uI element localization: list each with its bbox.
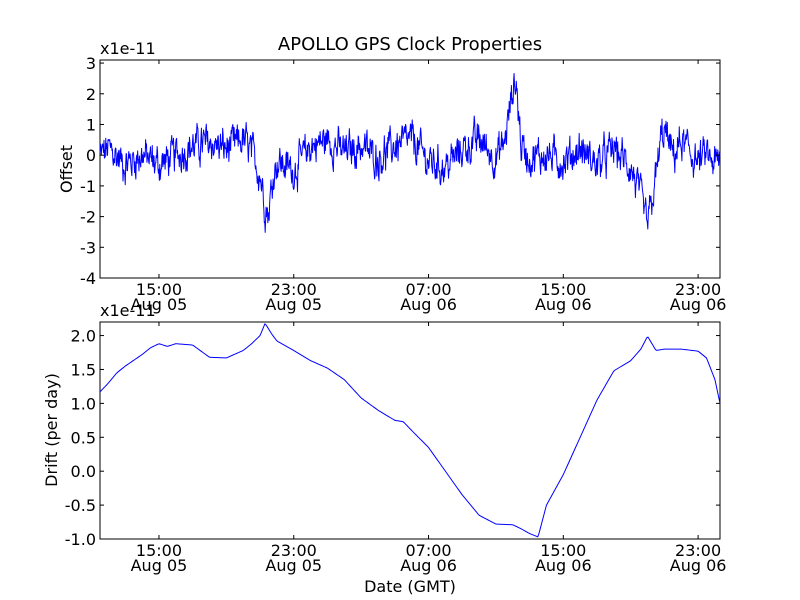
drift-ytick-label: -0.5 — [65, 496, 96, 515]
drift-xtick-time-label: 23:00 — [271, 541, 317, 560]
drift-xtick-time-label: 23:00 — [675, 541, 721, 560]
offset-xtick-date-label: Aug 06 — [670, 295, 727, 314]
offset-xtick-date-label: Aug 05 — [131, 295, 188, 314]
drift-y-axis-label: Drift (per day) — [42, 373, 61, 487]
offset-series-line — [99, 73, 721, 233]
offset-xtick-date-label: Aug 05 — [265, 295, 322, 314]
drift-y-multiplier: x1e-11 — [100, 301, 156, 320]
drift-xtick-date-label: Aug 05 — [265, 556, 322, 575]
offset-ytick-label: -4 — [80, 269, 96, 288]
drift-xtick-time-label: 15:00 — [540, 541, 586, 560]
drift-xtick-date-label: Aug 06 — [535, 556, 592, 575]
offset-ytick-label: 2 — [86, 85, 96, 104]
drift-xtick-time-label: 07:00 — [405, 541, 451, 560]
drift-ytick-label: 1.5 — [71, 360, 96, 379]
drift-ytick-label: 1.0 — [71, 394, 96, 413]
offset-ytick-label: -1 — [80, 177, 96, 196]
offset-plot-frame — [99, 59, 721, 279]
offset-ytick-label: -2 — [80, 208, 96, 227]
drift-ytick-label: 0.0 — [71, 462, 96, 481]
chart-title: APOLLO GPS Clock Properties — [278, 34, 542, 55]
offset-xtick-time-label: 23:00 — [675, 280, 721, 299]
offset-ytick-label: 0 — [86, 146, 96, 165]
offset-y-axis: -4 -3 -2 -1 0 1 2 3 — [80, 54, 720, 288]
offset-xtick-time-label: 07:00 — [405, 280, 451, 299]
offset-xtick-time-label: 15:00 — [540, 280, 586, 299]
drift-ytick-label: -1.0 — [65, 530, 96, 549]
drift-y-axis: -1.0 -0.5 0.0 0.5 1.0 1.5 2.0 — [65, 327, 720, 549]
offset-xtick-date-label: Aug 06 — [535, 295, 592, 314]
offset-y-multiplier: x1e-11 — [100, 39, 156, 58]
drift-xtick-date-label: Aug 06 — [400, 556, 457, 575]
drift-ytick-label: 2.0 — [71, 327, 96, 346]
offset-xtick-time-label: 15:00 — [136, 280, 182, 299]
offset-y-axis-label: Offset — [57, 145, 76, 193]
offset-xtick-date-label: Aug 06 — [400, 295, 457, 314]
offset-ytick-label: -3 — [80, 238, 96, 257]
offset-ytick-label: 3 — [86, 54, 96, 73]
offset-ytick-label: 1 — [86, 115, 96, 134]
drift-xtick-date-label: Aug 05 — [131, 556, 188, 575]
drift-x-axis-label: Date (GMT) — [364, 577, 456, 596]
drift-ytick-label: 0.5 — [71, 428, 96, 447]
drift-series-line — [99, 323, 721, 538]
offset-xtick-time-label: 23:00 — [271, 280, 317, 299]
drift-xtick-time-label: 15:00 — [136, 541, 182, 560]
drift-plot-frame — [99, 321, 721, 540]
drift-xtick-date-label: Aug 06 — [670, 556, 727, 575]
